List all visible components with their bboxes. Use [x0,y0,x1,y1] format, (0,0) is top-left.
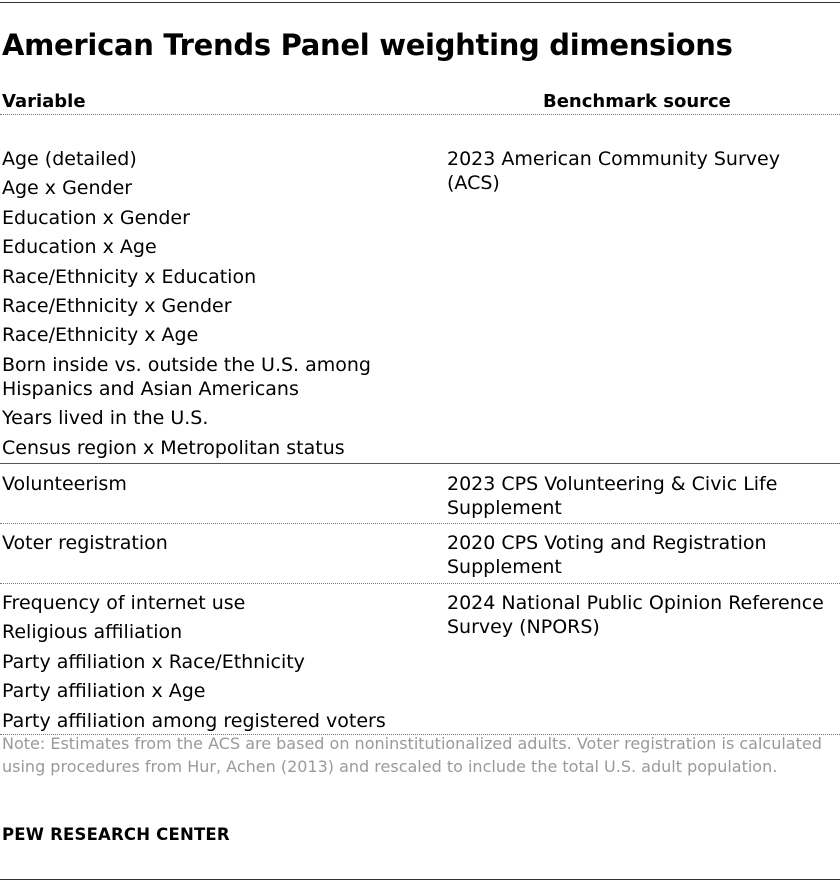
variable-item: Race/Ethnicity x Age [2,324,199,347]
variable-item: Frequency of internet use [2,592,246,614]
variable-item: Party affiliation x Age [2,680,206,703]
variable-item: Education x Age [2,236,157,259]
variable-item: Census region x Metropolitan status [2,436,345,459]
benchmark-source: 2023 American Community Survey (ACS) [447,148,780,194]
table-row-group: 2023 CPS Volunteering & Civic Life Suppl… [0,464,840,524]
variable-item: Party affiliation x Race/Ethnicity [2,650,305,673]
table-row-group: 2024 National Public Opinion Reference S… [0,584,840,735]
variable-item: Volunteerism [2,473,127,495]
variable-item: Education x Gender [2,206,190,229]
variable-item: Years lived in the U.S. [2,407,209,430]
header-benchmark-source: Benchmark source [543,91,731,112]
variable-item: Party affiliation among registered voter… [2,709,386,732]
source-credit: PEW RESEARCH CENTER [2,825,230,844]
variable-item: Race/Ethnicity x Education [2,265,257,288]
table-row-group: 2023 American Community Survey (ACS) Age… [0,115,840,464]
page-title: American Trends Panel weighting dimensio… [2,28,733,62]
variable-item: Race/Ethnicity x Gender [2,294,232,317]
variable-item: Born inside vs. outside the U.S. among H… [2,353,371,400]
variable-item: Age x Gender [2,177,133,200]
variable-item: Age (detailed) [2,148,137,170]
benchmark-source: 2023 CPS Volunteering & Civic Life Suppl… [447,473,778,519]
header-variable: Variable [2,91,86,112]
variable-item: Voter registration [2,532,168,554]
table-row-group: 2020 CPS Voting and Registration Supplem… [0,524,840,584]
variable-item: Religious affiliation [2,621,183,644]
table-header: Variable Benchmark source [0,88,840,115]
footnote: Note: Estimates from the ACS are based o… [2,734,822,776]
top-rule [0,2,840,3]
benchmark-source: 2020 CPS Voting and Registration Supplem… [447,532,767,578]
benchmark-source: 2024 National Public Opinion Reference S… [447,592,824,638]
bottom-rule [0,879,840,880]
weighting-table: Variable Benchmark source 2023 American … [0,88,840,735]
